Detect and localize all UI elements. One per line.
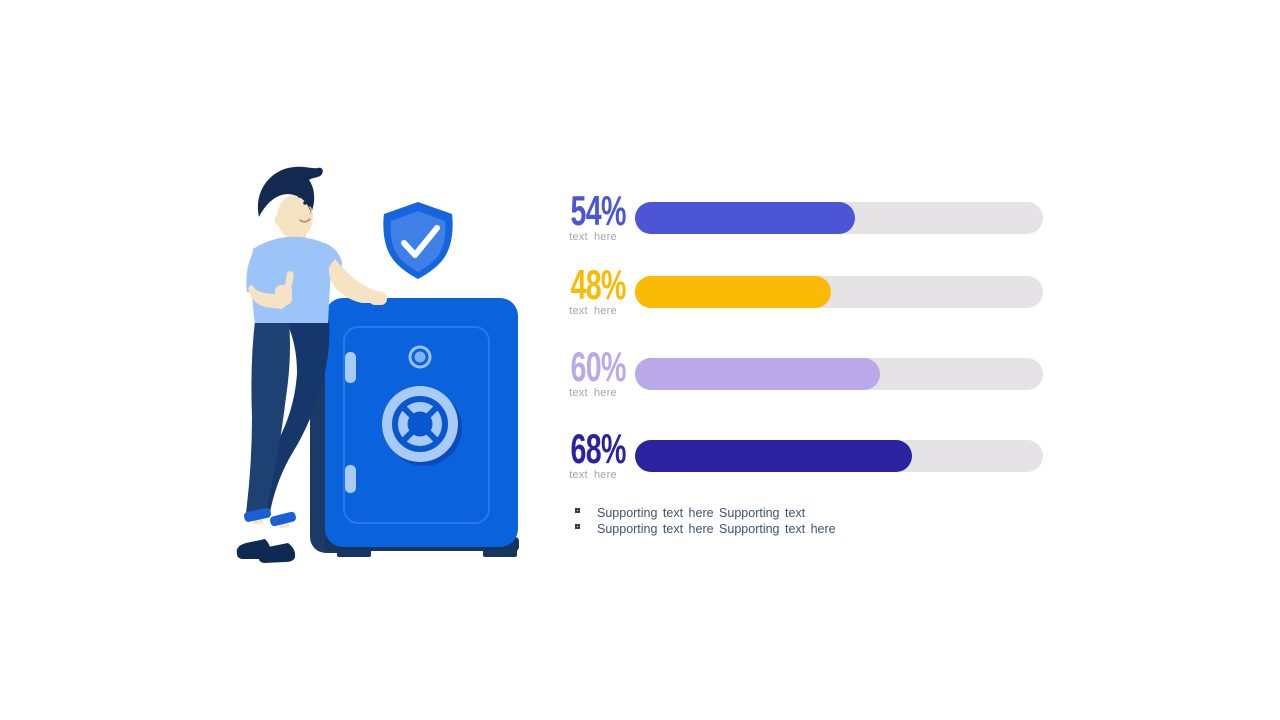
bullet-text: Supporting text here Supporting text <box>597 506 806 520</box>
stat-percent: 68% <box>570 425 627 472</box>
supporting-text-block: Supporting text here Supporting text Sup… <box>575 505 836 537</box>
shield-check-icon <box>383 202 453 279</box>
stat-caption: text here <box>569 469 617 481</box>
progress-fill <box>635 276 831 308</box>
safe-icon <box>310 298 519 557</box>
stat-caption: text here <box>569 387 617 399</box>
square-bullet-icon <box>575 508 580 513</box>
square-bullet-icon <box>575 524 580 529</box>
stat-row: 68% text here <box>560 428 1055 481</box>
stat-label: 68% text here <box>560 425 627 482</box>
stat-percent: 48% <box>570 261 627 308</box>
stat-label: 48% text here <box>560 261 627 318</box>
progress-fill <box>635 202 856 234</box>
illustration-svg <box>236 166 519 563</box>
stat-label: 60% text here <box>560 343 627 400</box>
stat-caption: text here <box>569 305 617 317</box>
progress-fill <box>635 440 913 472</box>
stat-row: 48% text here <box>560 264 1055 317</box>
security-safe-illustration <box>225 155 535 575</box>
bullet-text: Supporting text here Supporting text her… <box>597 522 836 536</box>
stat-percent: 60% <box>570 343 627 390</box>
bullet-line: Supporting text here Supporting text her… <box>575 521 836 537</box>
stat-percent: 54% <box>570 187 627 234</box>
bullet-line: Supporting text here Supporting text <box>575 505 836 521</box>
progress-track <box>635 440 1043 472</box>
progress-fill <box>635 358 880 390</box>
person-illustration <box>236 166 387 563</box>
progress-track <box>635 202 1043 234</box>
stat-label: 54% text here <box>560 187 627 244</box>
progress-track <box>635 358 1043 390</box>
stat-caption: text here <box>569 231 617 243</box>
stat-row: 60% text here <box>560 346 1055 399</box>
stat-row: 54% text here <box>560 190 1055 243</box>
progress-track <box>635 276 1043 308</box>
